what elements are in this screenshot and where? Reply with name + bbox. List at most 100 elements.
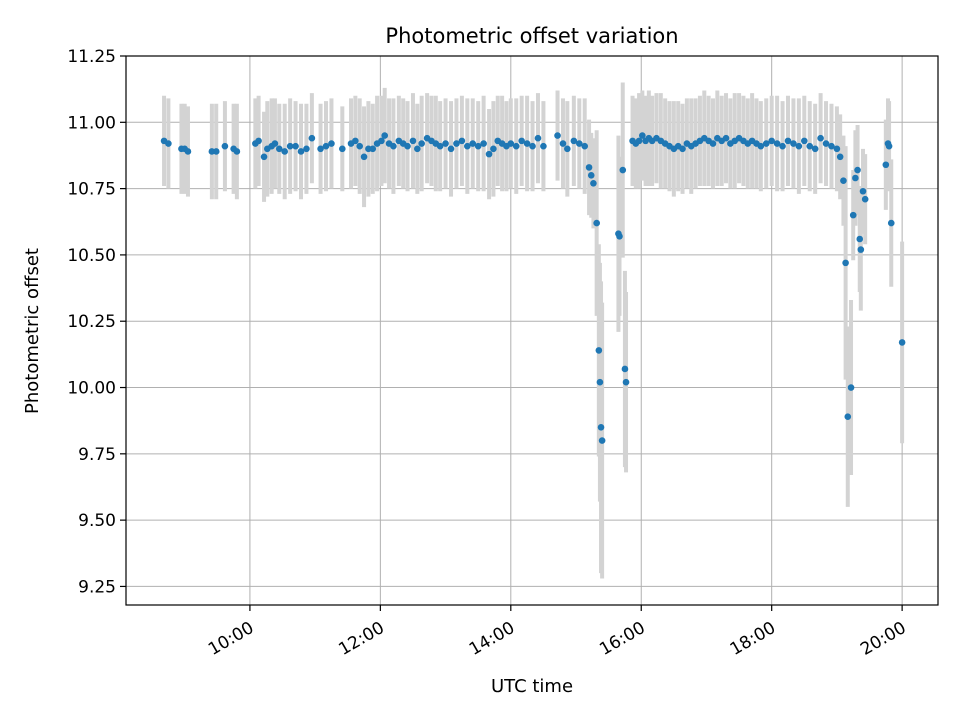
data-point bbox=[507, 140, 515, 147]
plot-area-frame bbox=[125, 55, 939, 606]
data-point bbox=[581, 142, 589, 150]
data-point bbox=[409, 137, 417, 145]
data-point bbox=[390, 142, 397, 150]
data-point bbox=[619, 166, 627, 174]
x-tick-label: 12:00 bbox=[335, 618, 387, 660]
y-tick-label: 9.25 bbox=[78, 577, 116, 597]
data-point bbox=[564, 145, 571, 153]
data-point bbox=[447, 145, 455, 153]
data-point bbox=[806, 142, 814, 150]
data-point bbox=[847, 384, 855, 391]
data-point bbox=[590, 180, 597, 187]
data-points bbox=[160, 132, 906, 444]
y-tick-label: 11.25 bbox=[67, 47, 116, 67]
data-point bbox=[292, 142, 299, 150]
data-point bbox=[352, 137, 359, 145]
data-point bbox=[595, 347, 603, 354]
data-point bbox=[842, 259, 849, 267]
data-point bbox=[790, 140, 797, 147]
data-point bbox=[442, 140, 449, 147]
data-point bbox=[844, 413, 852, 420]
data-point bbox=[596, 378, 604, 386]
data-point bbox=[822, 140, 830, 147]
data-point bbox=[436, 142, 444, 150]
data-point bbox=[297, 148, 305, 155]
data-point bbox=[275, 145, 283, 153]
data-point bbox=[828, 142, 835, 150]
data-point bbox=[328, 140, 335, 147]
data-point bbox=[474, 142, 482, 150]
data-point bbox=[184, 148, 192, 155]
x-tick-label: 20:00 bbox=[857, 618, 909, 660]
data-point bbox=[360, 153, 368, 161]
data-point bbox=[559, 140, 567, 147]
data-point bbox=[709, 140, 717, 147]
chart-title: Photometric offset variation bbox=[385, 24, 678, 48]
data-point bbox=[616, 233, 623, 240]
data-point bbox=[597, 424, 605, 431]
data-point bbox=[882, 161, 890, 169]
y-tick-label: 9.50 bbox=[78, 511, 116, 531]
data-point bbox=[458, 137, 466, 145]
data-point bbox=[286, 142, 294, 150]
data-point bbox=[255, 137, 262, 145]
data-point bbox=[418, 140, 425, 147]
data-point bbox=[795, 142, 803, 150]
data-point bbox=[679, 145, 686, 153]
data-point bbox=[404, 142, 411, 150]
data-point bbox=[585, 164, 593, 171]
data-point bbox=[856, 235, 864, 243]
error-bars bbox=[162, 82, 905, 579]
y-tick-label: 9.75 bbox=[78, 445, 116, 465]
data-point bbox=[854, 166, 861, 174]
data-point bbox=[857, 246, 865, 253]
data-point bbox=[485, 150, 493, 158]
y-tick-label: 10.75 bbox=[67, 180, 116, 200]
data-point bbox=[518, 137, 525, 145]
data-point bbox=[784, 137, 792, 145]
data-point bbox=[534, 134, 542, 142]
data-point bbox=[622, 378, 630, 386]
data-point bbox=[639, 132, 646, 139]
data-point bbox=[598, 437, 606, 444]
y-axis-title: Photometric offset bbox=[22, 248, 43, 414]
data-point bbox=[859, 187, 867, 195]
data-point bbox=[852, 174, 859, 182]
data-point bbox=[464, 142, 471, 150]
data-point bbox=[593, 219, 600, 227]
data-point bbox=[523, 140, 531, 147]
data-point bbox=[635, 137, 643, 145]
data-point bbox=[554, 132, 561, 139]
x-tick-label: 14:00 bbox=[466, 618, 518, 660]
y-tick-label: 11.00 bbox=[67, 113, 116, 133]
data-point bbox=[221, 142, 229, 150]
data-point bbox=[849, 211, 857, 219]
data-point bbox=[570, 137, 578, 145]
data-point bbox=[512, 142, 520, 150]
data-point bbox=[575, 140, 583, 147]
data-point bbox=[165, 140, 172, 147]
x-axis-title: UTC time bbox=[491, 676, 573, 697]
data-point bbox=[381, 132, 389, 139]
data-point bbox=[322, 142, 330, 150]
data-point bbox=[811, 145, 819, 153]
y-axis: 9.25 9.50 9.75 10.00 10.25 10.50 10.75 11.00 11.… bbox=[67, 47, 126, 597]
x-tick-label: 10:00 bbox=[205, 618, 257, 660]
y-tick-label: 10.50 bbox=[67, 246, 116, 266]
data-point bbox=[233, 148, 241, 155]
x-tick-label: 16:00 bbox=[596, 618, 648, 660]
data-point bbox=[898, 339, 906, 346]
data-point bbox=[308, 134, 316, 142]
data-point bbox=[800, 137, 808, 145]
data-point bbox=[212, 148, 220, 155]
data-point bbox=[722, 134, 730, 142]
data-point bbox=[833, 145, 841, 153]
data-point bbox=[414, 145, 421, 153]
data-point bbox=[768, 137, 775, 145]
data-point bbox=[480, 140, 487, 147]
x-tick-label: 18:00 bbox=[727, 618, 779, 660]
x-axis: 10:00 12:00 14:00 16:00 18:00 20:00 bbox=[205, 605, 910, 660]
y-tick-label: 10.00 bbox=[67, 379, 116, 399]
data-point bbox=[303, 145, 310, 153]
